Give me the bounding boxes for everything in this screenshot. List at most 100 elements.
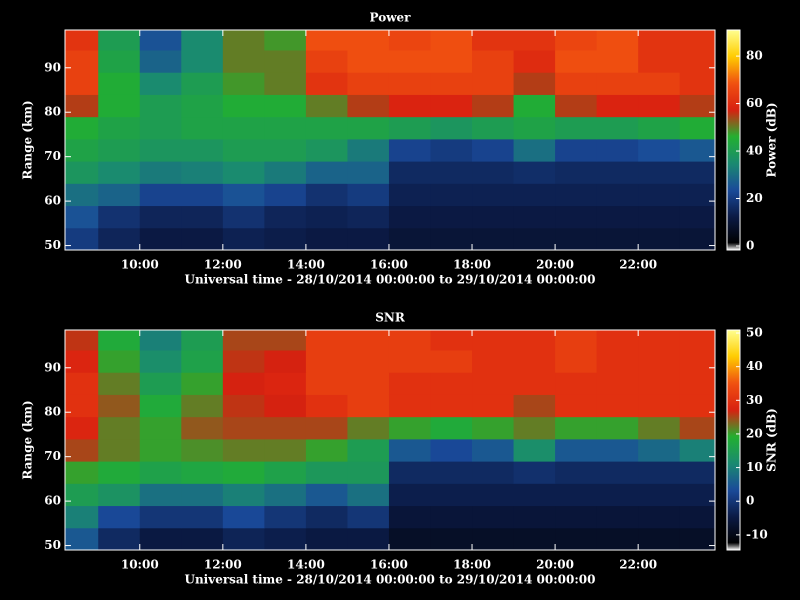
heatmap-cell: [472, 183, 515, 207]
heatmap-cell: [638, 94, 681, 118]
heatmap-cell: [513, 138, 556, 162]
heatmap-cell: [638, 394, 681, 418]
heatmap-cell: [305, 183, 348, 207]
heatmap-cell: [98, 438, 141, 462]
heatmap-cell: [430, 138, 473, 162]
heatmap-cell: [347, 116, 390, 140]
heatmap-cell: [430, 461, 473, 484]
heatmap-cell: [181, 527, 224, 550]
heatmap-cell: [638, 527, 681, 550]
heatmap-cell: [222, 461, 265, 484]
heatmap-cell: [388, 372, 431, 395]
heatmap-cell: [430, 394, 473, 418]
heatmap-cell: [388, 30, 431, 51]
heatmap-cell: [139, 372, 182, 395]
heatmap-cell: [181, 116, 224, 140]
heatmap-cell: [596, 183, 639, 207]
heatmap-cell: [679, 50, 715, 73]
heatmap-cell: [139, 50, 182, 73]
heatmap-cell: [264, 138, 307, 162]
heatmap-cell: [264, 330, 307, 351]
heatmap-cell: [347, 461, 390, 484]
heatmap-cell: [222, 330, 265, 351]
heatmap-cell: [98, 505, 141, 529]
heatmap-cell: [430, 116, 473, 140]
heatmap-cell: [347, 438, 390, 462]
heatmap-cell: [472, 527, 515, 550]
heatmap-cell: [555, 94, 598, 118]
heatmap: [65, 30, 715, 250]
heatmap-cell: [388, 330, 431, 351]
heatmap-cell: [638, 330, 681, 351]
heatmap-cell: [65, 416, 99, 440]
heatmap-cell: [472, 394, 515, 418]
heatmap-cell: [638, 72, 681, 95]
heatmap-cell: [305, 527, 348, 550]
heatmap-cell: [98, 461, 141, 484]
heatmap-cell: [513, 72, 556, 95]
heatmap-cell: [513, 350, 556, 373]
heatmap-cell: [65, 461, 99, 484]
colorbar: [726, 329, 741, 551]
colorbar-tick-label: 50: [746, 326, 763, 340]
heatmap-cell: [181, 183, 224, 207]
heatmap-cell: [555, 30, 598, 51]
heatmap-cell: [139, 461, 182, 484]
x-tick-label: 20:00: [536, 258, 574, 272]
heatmap-cell: [65, 505, 99, 529]
heatmap-cell: [222, 161, 265, 184]
heatmap-cell: [65, 330, 99, 351]
y-tick-label: 80: [44, 405, 61, 419]
heatmap-cell: [679, 483, 715, 507]
heatmap-cell: [388, 461, 431, 484]
heatmap-cell: [388, 94, 431, 118]
heatmap-cell: [139, 94, 182, 118]
heatmap-cell: [472, 161, 515, 184]
heatmap-cell: [347, 30, 390, 51]
heatmap-cell: [65, 372, 99, 395]
chart-title: SNR: [375, 311, 406, 325]
heatmap-cell: [222, 438, 265, 462]
heatmap-cell: [555, 116, 598, 140]
heatmap-cell: [65, 183, 99, 207]
heatmap-cell: [679, 372, 715, 395]
x-tick-label: 16:00: [370, 258, 408, 272]
heatmap-cell: [139, 183, 182, 207]
x-tick-label: 20:00: [536, 558, 574, 572]
heatmap-cell: [222, 505, 265, 529]
heatmap-cell: [98, 30, 141, 51]
heatmap-cell: [98, 416, 141, 440]
heatmap-cell: [388, 350, 431, 373]
heatmap-cell: [555, 483, 598, 507]
heatmap-cell: [513, 94, 556, 118]
heatmap-cell: [264, 350, 307, 373]
heatmap-cell: [139, 350, 182, 373]
heatmap-cell: [472, 438, 515, 462]
heatmap-cell: [555, 505, 598, 529]
heatmap-cell: [638, 416, 681, 440]
heatmap-cell: [181, 505, 224, 529]
heatmap-cell: [222, 94, 265, 118]
heatmap-cell: [679, 138, 715, 162]
heatmap-cell: [596, 94, 639, 118]
heatmap-cell: [305, 94, 348, 118]
heatmap-cell: [555, 205, 598, 229]
heatmap-cell: [264, 394, 307, 418]
heatmap-cell: [347, 483, 390, 507]
heatmap-cell: [430, 72, 473, 95]
y-tick-label: 60: [44, 194, 61, 208]
heatmap-cell: [555, 330, 598, 351]
heatmap-cell: [638, 30, 681, 51]
colorbar-tick-label: 20: [746, 191, 763, 205]
heatmap-cell: [305, 227, 348, 250]
x-tick-label: 14:00: [287, 558, 325, 572]
heatmap-cell: [638, 461, 681, 484]
heatmap-cell: [638, 227, 681, 250]
heatmap-cell: [679, 394, 715, 418]
y-tick-label: 80: [44, 105, 61, 119]
heatmap-cell: [513, 205, 556, 229]
heatmap-cell: [264, 372, 307, 395]
x-tick-label: 12:00: [204, 258, 242, 272]
heatmap-cell: [679, 461, 715, 484]
heatmap-cell: [472, 205, 515, 229]
